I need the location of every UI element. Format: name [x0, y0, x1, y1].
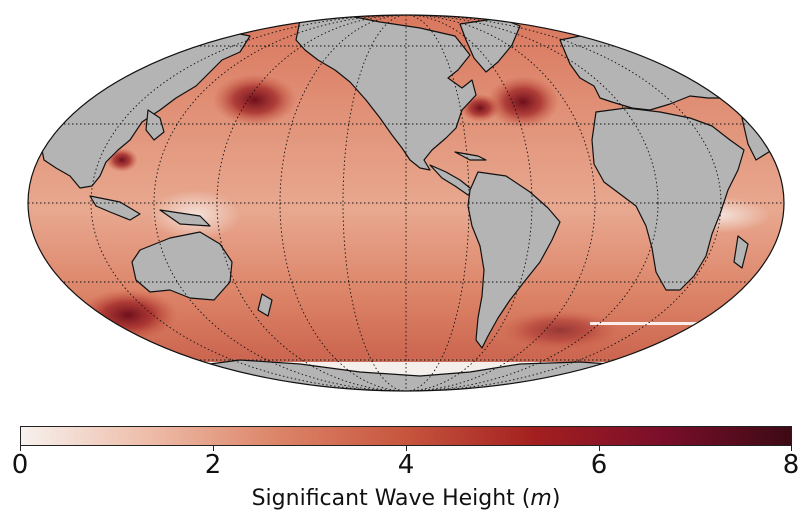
- storm-north-atlantic: [487, 76, 559, 128]
- storm-south-atlantic: [500, 310, 620, 350]
- tick-label-8: 8: [782, 450, 800, 480]
- globe-outline: [27, 14, 785, 392]
- storm-southern-ocean: [78, 289, 178, 341]
- tick-label-6: 6: [590, 450, 608, 480]
- land-indonesia: [89, 195, 141, 221]
- land-new-guinea: [159, 209, 211, 227]
- land-new-zealand: [257, 293, 273, 317]
- tick-label-0: 0: [11, 450, 29, 480]
- tick-mark-2: [213, 446, 214, 451]
- tick-mark-6: [599, 446, 600, 451]
- land-caribbean: [454, 151, 487, 161]
- land-japan: [145, 109, 165, 141]
- land-madagascar: [733, 235, 749, 269]
- storm-north-pacific: [213, 74, 297, 126]
- land-south-america: [467, 171, 561, 349]
- tick-mark-0: [20, 446, 21, 451]
- colorbar: [20, 426, 792, 446]
- tick-label-4: 4: [397, 450, 415, 480]
- colorbar-label: Significant Wave Height (m): [251, 486, 561, 511]
- land-africa: [591, 107, 745, 291]
- tick-mark-8: [791, 446, 792, 451]
- tick-label-2: 2: [204, 450, 222, 480]
- land-north-america: [295, 15, 477, 171]
- world-map: [27, 14, 785, 392]
- land-australia: [131, 231, 233, 301]
- data-seam: [590, 322, 780, 325]
- tick-mark-4: [406, 446, 407, 451]
